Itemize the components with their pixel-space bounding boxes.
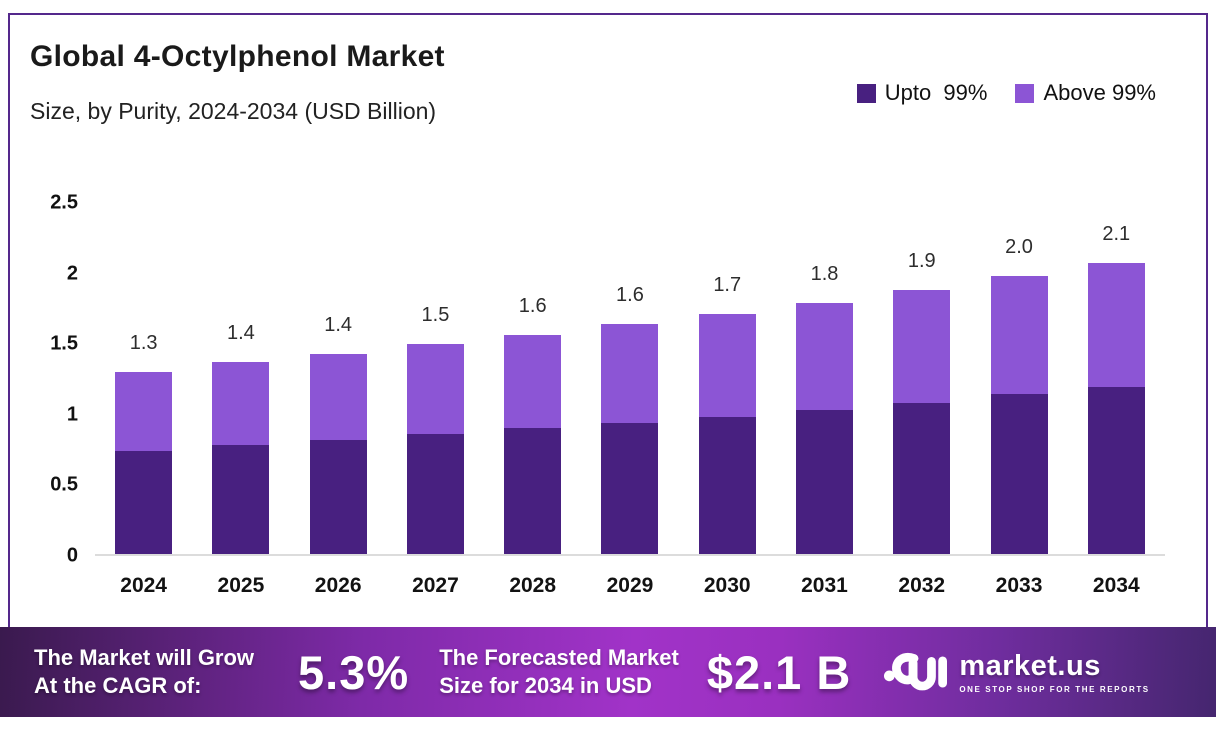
bar-total-label: 1.3: [129, 331, 158, 354]
bar-segment-upto-99-: [504, 428, 562, 554]
x-axis-label-2028: 2028: [509, 574, 557, 597]
bar-segment-above-99-: [406, 343, 464, 434]
bar-segment-above-99-: [1087, 263, 1145, 388]
plot-area: 2024 1.3 2025 1.4 2026 1.4 2027 1.5 2028 1.6 2029 1…: [95, 203, 1165, 597]
bar-segment-above-99-: [601, 323, 659, 423]
bar-segment-above-99-: [893, 289, 951, 403]
stacked-bar-2025: 1.4: [212, 322, 270, 554]
bar-slot-2032: 2032 1.9: [873, 203, 970, 597]
bar-segment-upto-99-: [406, 433, 464, 554]
bar-segment-upto-99-: [795, 409, 853, 554]
bar-slot-2034: 2034 2.1: [1068, 203, 1165, 597]
footer-banner: The Market will Grow At the CAGR of: 5.3…: [0, 627, 1216, 717]
bar-slot-2028: 2028 1.6: [484, 203, 581, 597]
marketus-logo-text: market.us ONE STOP SHOP FOR THE REPORTS: [959, 650, 1149, 694]
bar-segment-above-99-: [115, 371, 173, 451]
x-axis-label-2030: 2030: [703, 574, 751, 597]
forecast-caption: The Forecasted Market Size for 2034 in U…: [439, 644, 679, 700]
bar-total-label: 1.8: [810, 262, 839, 285]
x-axis-label-2031: 2031: [801, 574, 848, 597]
bar-slot-2027: 2027 1.5: [387, 203, 484, 597]
x-axis-label-2034: 2034: [1092, 574, 1140, 597]
bar-segment-upto-99-: [601, 422, 659, 554]
bar-segment-upto-99-: [212, 445, 270, 554]
chart-area: 0 0.5 1 1.5 2 2.5 2024 1.3 2025 1.4 2026 1.4 2027 1.…: [0, 192, 1216, 597]
y-axis-tick-label: 2: [66, 262, 78, 285]
legend-label-above-99: Above 99%: [1043, 80, 1156, 105]
stacked-bar-2028: 1.6: [504, 295, 562, 554]
legend-label-upto-99: Upto 99%: [884, 80, 988, 105]
y-axis-tick-label: 0: [66, 544, 78, 567]
marketus-logo: market.us ONE STOP SHOP FOR THE REPORTS: [883, 648, 1149, 696]
bar-segment-upto-99-: [309, 439, 367, 554]
legend: Upto 99% Above 99%: [856, 80, 1156, 106]
cagr-caption-line1: The Market will Grow: [34, 645, 255, 671]
y-axis: 0 0.5 1 1.5 2 2.5: [18, 192, 78, 567]
bar-segment-above-99-: [212, 361, 270, 446]
stacked-bar-2033: 2.0: [990, 236, 1048, 554]
y-axis-tick-label: 2.5: [50, 191, 78, 214]
x-axis-label-2026: 2026: [314, 574, 362, 597]
x-axis-label-2033: 2033: [995, 574, 1043, 597]
bar-slot-2026: 2026 1.4: [290, 203, 387, 597]
legend-item-above-99: Above 99%: [1015, 80, 1156, 106]
bar-total-label: 1.9: [907, 249, 936, 272]
y-axis-tick-label: 0.5: [50, 473, 78, 496]
x-axis-label-2025: 2025: [217, 574, 265, 597]
bar-segment-above-99-: [309, 353, 367, 440]
bar-slot-2024: 2024 1.3: [95, 203, 192, 597]
page-subtitle: Size, by Purity, 2024-2034 (USD Billion): [30, 98, 437, 124]
bar-total-label: 1.4: [324, 313, 353, 336]
marketus-logo-icon: [883, 648, 948, 696]
forecast-caption-line1: The Forecasted Market: [439, 645, 679, 671]
bar-total-label: 2.1: [1102, 223, 1131, 246]
stacked-bar-2030: 1.7: [698, 274, 756, 554]
y-axis-tick-label: 1.5: [50, 332, 78, 355]
x-axis-label-2024: 2024: [120, 574, 167, 597]
bar-total-label: 1.6: [518, 295, 547, 318]
page-title: Global 4-Octylphenol Market: [30, 40, 445, 73]
bar-segment-upto-99-: [115, 450, 173, 554]
stacked-bar-2026: 1.4: [309, 314, 367, 554]
x-axis-label-2032: 2032: [898, 574, 946, 597]
legend-swatch-upto-99: [856, 83, 876, 103]
stacked-bar-2034: 2.1: [1087, 223, 1145, 554]
bar-total-label: 1.6: [616, 283, 644, 306]
stacked-bar-2031: 1.8: [795, 263, 853, 554]
marketus-logo-tagline: ONE STOP SHOP FOR THE REPORTS: [959, 685, 1150, 694]
bar-slot-2031: 2031 1.8: [776, 203, 873, 597]
legend-item-upto-99: Upto 99%: [856, 80, 988, 106]
bar-slot-2033: 2033 2.0: [970, 203, 1067, 597]
bar-segment-upto-99-: [990, 394, 1048, 554]
x-axis-label-2027: 2027: [412, 574, 459, 597]
y-axis-tick-label: 1: [66, 403, 78, 426]
bar-total-label: 2.0: [1005, 235, 1033, 258]
bar-slot-2025: 2025 1.4: [192, 203, 289, 597]
bar-slot-2029: 2029 1.6: [581, 203, 678, 597]
bar-total-label: 1.7: [713, 273, 742, 296]
bar-segment-above-99-: [990, 275, 1048, 395]
stacked-bar-2029: 1.6: [601, 284, 659, 554]
x-axis-label-2029: 2029: [606, 574, 654, 597]
bar-total-label: 1.4: [226, 321, 255, 344]
bar-segment-above-99-: [795, 302, 853, 410]
bar-segment-upto-99-: [698, 417, 756, 554]
bar-segment-above-99-: [698, 313, 756, 418]
stacked-bar-2024: 1.3: [115, 332, 173, 554]
bar-total-label: 1.5: [421, 303, 450, 326]
bar-segment-upto-99-: [1087, 387, 1145, 554]
cagr-value: 5.3%: [298, 645, 410, 699]
stacked-bar-2027: 1.5: [406, 304, 464, 554]
forecast-caption-line2: Size for 2034 in USD: [439, 673, 652, 698]
forecast-value: $2.1 B: [706, 645, 852, 699]
legend-swatch-above-99: [1015, 83, 1035, 103]
bar-segment-above-99-: [504, 335, 562, 429]
stacked-bar-2032: 1.9: [893, 250, 951, 554]
bar-slot-2030: 2030 1.7: [679, 203, 776, 597]
bar-segment-upto-99-: [893, 402, 951, 554]
marketus-logo-word: market.us: [959, 650, 1101, 682]
cagr-caption-line2: At the CAGR of:: [34, 673, 202, 698]
cagr-caption: The Market will Grow At the CAGR of:: [34, 644, 254, 700]
